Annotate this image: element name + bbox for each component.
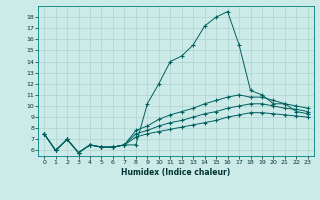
X-axis label: Humidex (Indice chaleur): Humidex (Indice chaleur) [121,168,231,177]
